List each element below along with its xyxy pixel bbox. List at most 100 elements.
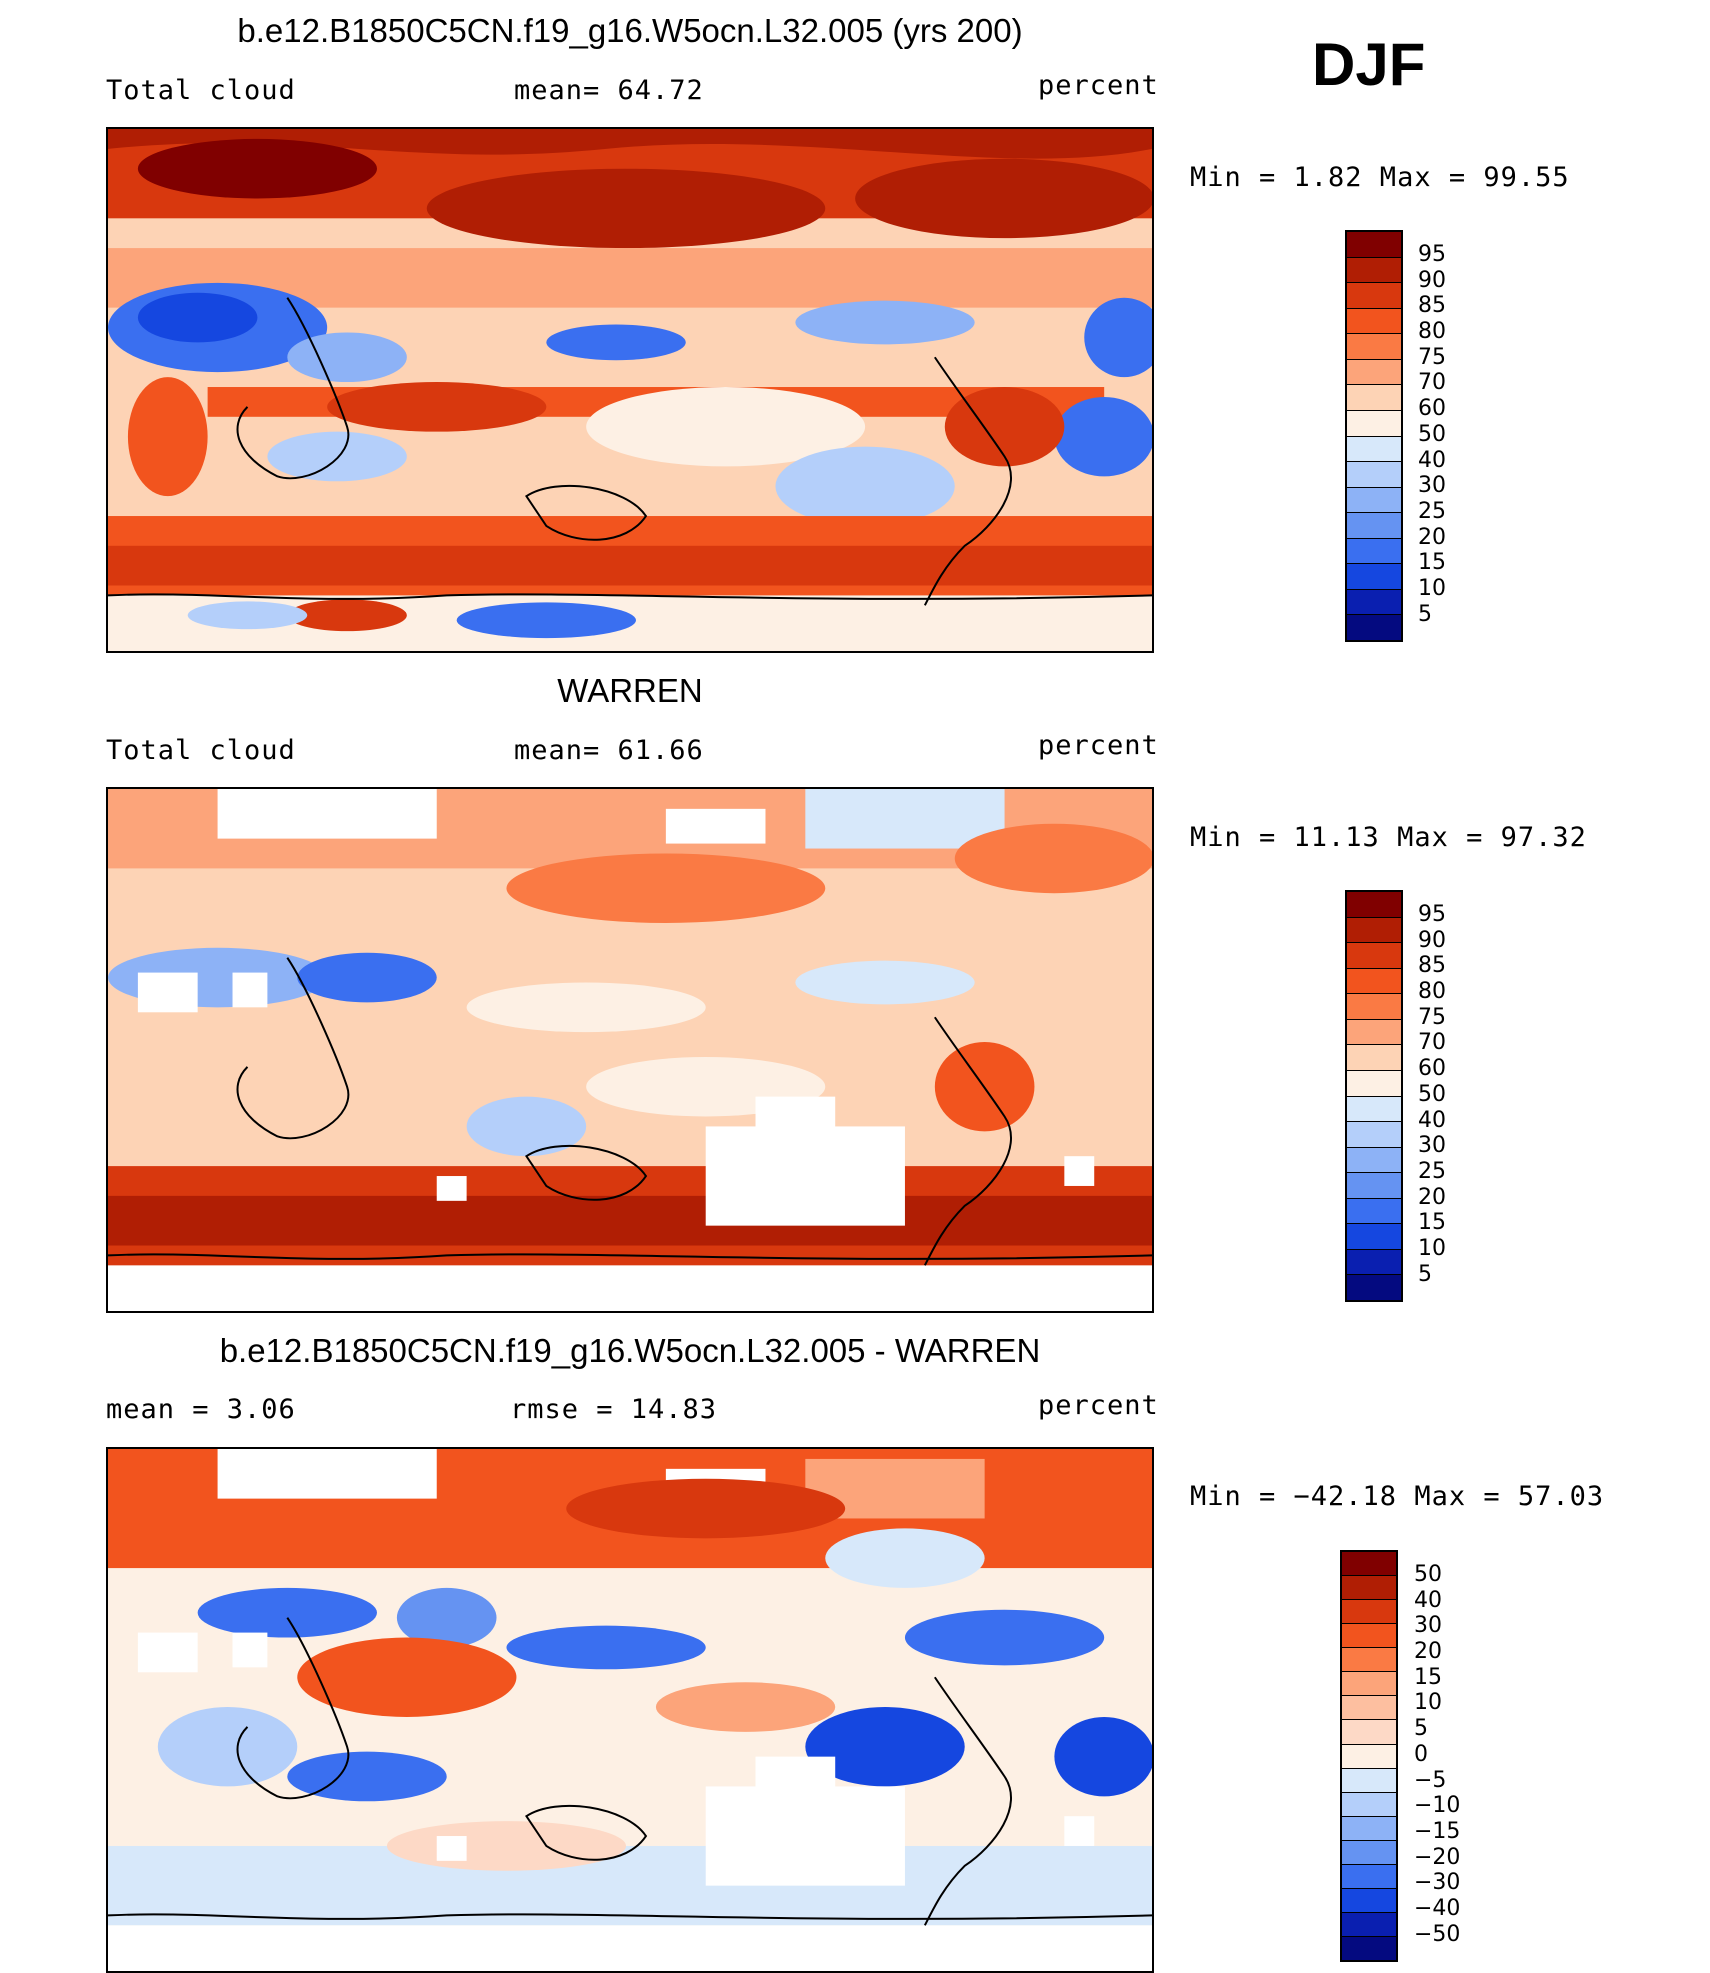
colorbar-tick-label: 80 [1418,979,1446,1005]
panel-3-colorbar-swatch [1342,1816,1396,1841]
panel-1-colorbar-swatch [1347,334,1401,360]
panel-2-colorbar-swatch [1347,994,1401,1020]
panel-2-colorbar-swatch [1347,1224,1401,1250]
panel-1-colorbar-swatch [1347,257,1401,284]
colorbar-tick-label: 40 [1414,1587,1442,1613]
panel-3-map-svg [108,1449,1152,1971]
panel-2-colorbar-swatch [1347,1275,1401,1300]
panel-1-min-max: Min = 1.82 Max = 99.55 [1190,162,1570,193]
panel-3-map [106,1447,1154,1973]
colorbar-tick-label: 50 [1418,1081,1446,1107]
panel-2-colorbar-swatch [1347,1173,1401,1199]
panel-3-colorbar-swatch [1342,1888,1396,1913]
panel-2-colorbar-swatch [1347,1122,1401,1148]
panel-2-min-max: Min = 11.13 Max = 97.32 [1190,822,1587,853]
panel-2-colorbar-swatch [1347,1147,1401,1174]
colorbar-tick-label: 90 [1418,267,1446,293]
panel-2-title: WARREN [557,672,703,709]
colorbar-tick-label: 30 [1418,1133,1446,1159]
colorbar-tick-label: 95 [1418,902,1446,927]
panel-3-min-max: Min = −42.18 Max = 57.03 [1190,1481,1605,1512]
colorbar-tick-label: 80 [1418,319,1446,345]
panel-1-colorbar-swatch [1347,385,1401,411]
panel-3-colorbar-labels: 50 40 30 20 15 10 5 0 −5 −10 −15 −20 −30… [1414,1562,1460,1947]
colorbar-tick-label: −50 [1414,1921,1461,1947]
panel-3-colorbar-swatch [1342,1576,1396,1601]
colorbar-tick-label: 50 [1418,421,1446,447]
colorbar-tick-label: 5 [1418,1261,1432,1287]
panel-1-mean-label: mean= 64.72 [514,75,704,106]
colorbar-tick-label: 30 [1414,1613,1442,1639]
colorbar-tick-label: 60 [1418,396,1446,422]
panel-2-colorbar-swatch [1347,1096,1401,1123]
panel-3-colorbar-swatch [1342,1937,1396,1961]
panel-1-units: percent [1038,70,1159,101]
panel-2-colorbar-labels: 95 90 85 80 75 70 60 50 40 30 25 20 15 1… [1418,902,1446,1287]
colorbar-tick-label: −20 [1414,1844,1461,1870]
panel-2-mean-label: mean= 61.66 [514,735,704,766]
panel-2-colorbar [1345,890,1403,1302]
colorbar-tick-label: 20 [1418,1184,1446,1210]
colorbar-tick-label: 15 [1414,1664,1442,1690]
colorbar-tick-label: 15 [1418,1210,1446,1236]
colorbar-tick-label: 70 [1418,1030,1446,1056]
panel-1-map-svg [108,129,1152,651]
colorbar-tick-label: −30 [1414,1870,1461,1896]
panel-1-colorbar-swatch [1347,232,1401,258]
panel-1-colorbar-swatch [1347,513,1401,539]
colorbar-tick-label: 5 [1418,601,1432,627]
panel-1-colorbar-swatch [1347,359,1401,386]
panel-3-colorbar-swatch [1342,1672,1396,1697]
panel-3-colorbar-swatch [1342,1552,1396,1577]
panel-3-colorbar [1340,1550,1398,1962]
panel-1-title: b.e12.B1850C5CN.f19_g16.W5ocn.L32.005 (y… [237,12,1023,49]
panel-1-colorbar [1345,230,1403,642]
panel-1-colorbar-swatch [1347,487,1401,514]
colorbar-tick-label: 60 [1418,1056,1446,1082]
panel-1-colorbar-swatch [1347,436,1401,463]
panel-3-colorbar-swatch [1342,1768,1396,1793]
season-label: DJF [1312,31,1426,98]
colorbar-tick-label: 70 [1418,370,1446,396]
panel-3-colorbar-swatch [1342,1864,1396,1889]
colorbar-tick-label: 50 [1414,1562,1442,1587]
panel-3-title: b.e12.B1850C5CN.f19_g16.W5ocn.L32.005 - … [219,1332,1041,1369]
colorbar-tick-label: 40 [1418,447,1446,473]
colorbar-tick-label: 25 [1418,1158,1446,1184]
panel-1-colorbar-swatch [1347,564,1401,590]
colorbar-tick-label: 90 [1418,927,1446,953]
panel-1-colorbar-swatch [1347,589,1401,616]
colorbar-tick-label: 5 [1414,1716,1428,1742]
colorbar-tick-label: 40 [1418,1107,1446,1133]
panel-2-colorbar-swatch [1347,892,1401,918]
panel-1-colorbar-labels: 95 90 85 80 75 70 60 50 40 30 25 20 15 1… [1418,242,1446,627]
colorbar-tick-label: 10 [1418,575,1446,601]
panel-2-colorbar-swatch [1347,1070,1401,1097]
colorbar-tick-label: −40 [1414,1895,1461,1921]
panel-3-colorbar-swatch [1342,1624,1396,1649]
panel-1-variable-label: Total cloud [106,75,296,106]
panel-3-colorbar-swatch [1342,1744,1396,1769]
colorbar-tick-label: 75 [1418,1004,1446,1030]
colorbar-tick-label: 85 [1418,953,1446,979]
panel-2-map [106,787,1154,1313]
panel-3-colorbar-swatch [1342,1600,1396,1625]
colorbar-tick-label: 0 [1414,1741,1428,1767]
panel-2-colorbar-swatch [1347,1198,1401,1225]
colorbar-tick-label: 95 [1418,242,1446,267]
panel-2-colorbar-swatch [1347,1045,1401,1071]
panel-3-colorbar-swatch [1342,1792,1396,1817]
colorbar-tick-label: 20 [1414,1639,1442,1665]
colorbar-tick-label: 10 [1414,1690,1442,1716]
panel-1-colorbar-swatch [1347,538,1401,565]
panel-3-units: percent [1038,1390,1159,1421]
panel-1-colorbar-swatch [1347,308,1401,335]
colorbar-tick-label: 25 [1418,498,1446,524]
panel-1-colorbar-swatch [1347,462,1401,488]
colorbar-tick-label: 20 [1418,524,1446,550]
colorbar-tick-label: 30 [1418,473,1446,499]
panel-2-colorbar-swatch [1347,968,1401,995]
panel-3-colorbar-swatch [1342,1912,1396,1937]
panel-2-colorbar-swatch [1347,1019,1401,1046]
panel-2-variable-label: Total cloud [106,735,296,766]
